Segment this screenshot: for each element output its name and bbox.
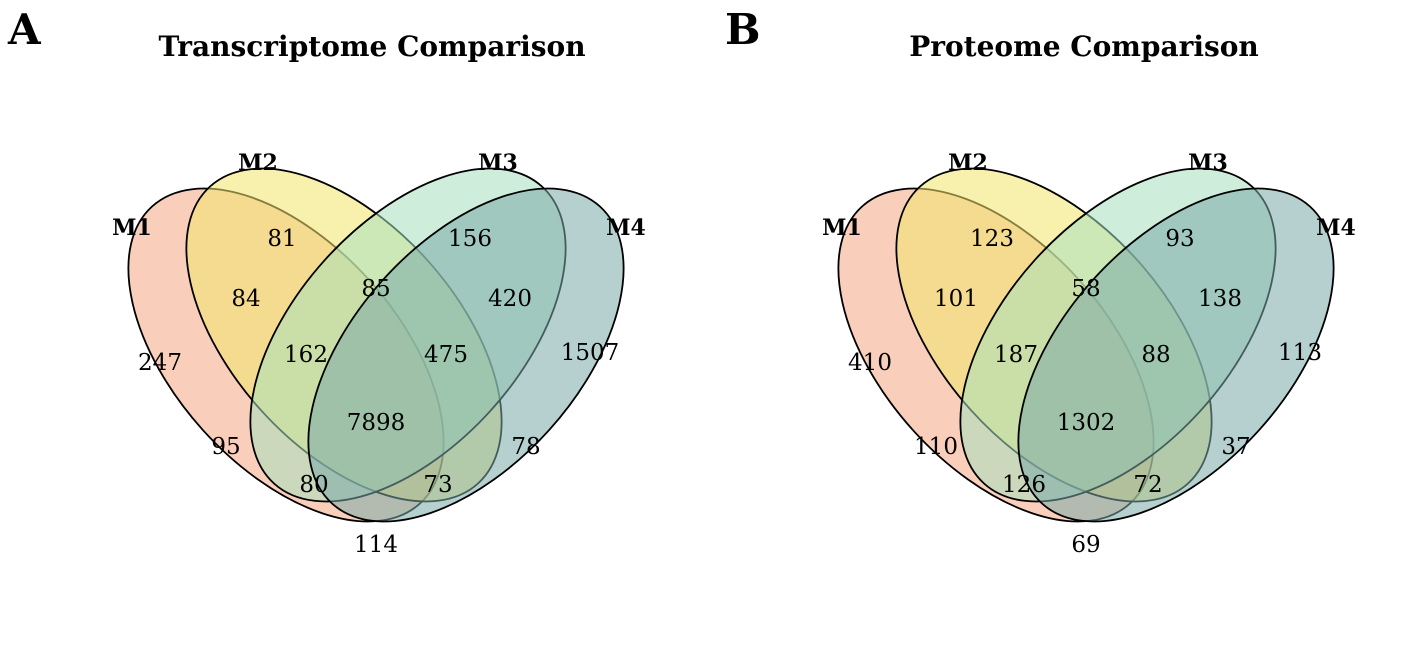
region-m2m3m4: 88 [1141,342,1170,368]
region-m1m2m3: 187 [994,342,1038,368]
set-label-m4: M4 [606,215,646,241]
region-m1m4: 114 [354,532,398,558]
region-m2m3m4: 475 [424,342,468,368]
region-m2m3: 85 [361,276,390,302]
region-m3: 156 [448,226,492,252]
region-m1m2m3m4: 1302 [1057,410,1116,436]
figure-svg: A B Transcriptome Comparison Proteome Co… [0,0,1419,647]
region-m1m2m4: 72 [1133,472,1162,498]
region-m1m3: 95 [211,434,240,460]
region-m1: 410 [848,350,892,376]
region-m1m3m4: 126 [1002,472,1046,498]
set-label-m3: M3 [478,150,518,176]
panel-a-letter: A [7,5,42,54]
region-m3m4: 138 [1198,286,1242,312]
region-m2m4: 37 [1221,434,1250,460]
region-m3: 93 [1165,226,1194,252]
panel-a-venn: M1 M2 M3 M4 247 81 156 1507 84 95 114 85 78 420 162 73 8… [69,111,683,578]
region-m4: 113 [1278,340,1322,366]
region-m2m3: 58 [1071,276,1100,302]
region-m1m2m3: 162 [284,342,328,368]
set-label-m1: M1 [822,215,862,241]
region-m1m2m4: 73 [423,472,452,498]
region-m2m4: 78 [511,434,540,460]
region-m1m4: 69 [1071,532,1100,558]
panel-b-letter: B [725,5,761,54]
set-label-m2: M2 [948,150,988,176]
set-label-m3: M3 [1188,150,1228,176]
region-m4: 1507 [561,340,620,366]
set-label-m4: M4 [1316,215,1356,241]
region-m3m4: 420 [488,286,532,312]
region-m1m3: 110 [914,434,958,460]
region-m1m3m4: 80 [299,472,328,498]
region-m1m2: 101 [934,286,978,312]
region-m1: 247 [138,350,182,376]
region-m2: 81 [267,226,296,252]
panel-b-venn: M1 M2 M3 M4 410 123 93 113 101 110 69 58 37 138 187 72 1… [779,111,1393,578]
set-label-m2: M2 [238,150,278,176]
region-m2: 123 [970,226,1014,252]
region-m1m2: 84 [231,286,260,312]
panel-b-title: Proteome Comparison [909,30,1259,63]
region-m1m2m3m4: 7898 [347,410,406,436]
set-label-m1: M1 [112,215,152,241]
panel-a-title: Transcriptome Comparison [158,30,585,63]
